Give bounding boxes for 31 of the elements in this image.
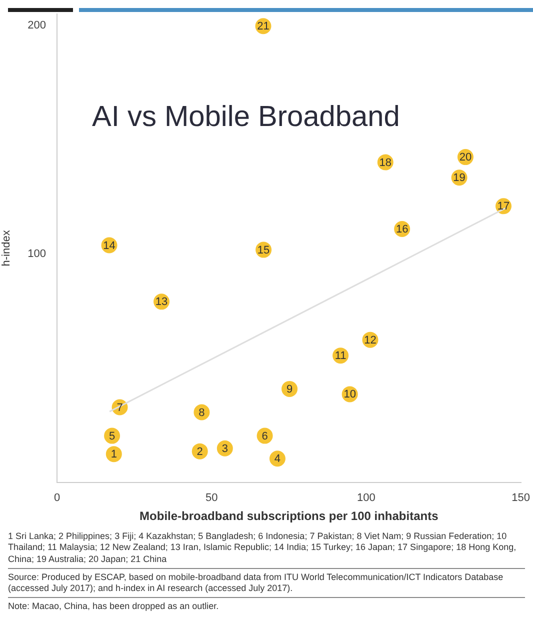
y-tick-label: 200 bbox=[28, 19, 46, 32]
annotation: 12 bbox=[364, 334, 376, 346]
source-note: Source: Produced by ESCAP, based on mobile-broadband data from ITU World Telecommunication/ICT Indicators Database (accessed July 2017); and h-index in AI research (accessed July 2017). bbox=[8, 568, 525, 598]
annotation: 6 bbox=[262, 430, 268, 442]
annotation: 20 bbox=[459, 152, 472, 164]
annotation: 16 bbox=[396, 224, 408, 236]
annotation: 21 bbox=[257, 20, 270, 33]
annotation: 5 bbox=[108, 430, 116, 442]
annotation: 9 bbox=[286, 383, 293, 396]
x-tick-label: 0 bbox=[54, 492, 60, 504]
text: Note: Macao, China, has been dropped as an outlier. bbox=[8, 597, 525, 616]
annotation: 13 bbox=[155, 296, 168, 308]
annotation: 14 bbox=[103, 240, 116, 252]
annotation: 8 bbox=[198, 406, 205, 419]
y-axis-title: h-index bbox=[0, 230, 13, 266]
annotation: 10 bbox=[344, 388, 356, 401]
annotation: 15 bbox=[257, 244, 270, 256]
text: 1 Sri Lanka; 2 Philippines; 3 Fiji; 4 Kazakhstan; 5 Bangladesh; 6 Indonesia; 7 Pakistan; 8 Viet Nam; 9 Russian Federation; 10 Thailand; 11 Malaysia; 12 New Zealand; 13 Iran, Islamic Republic; 14 India; 15 Turkey; 16 Japan; 17 Singapore; 18 Hong Kong, China; 19 Australia; 20 Japan; 21 China bbox=[8, 530, 518, 566]
annotation: 19 bbox=[453, 172, 466, 184]
x-tick-label: 150 bbox=[512, 492, 530, 504]
annotation: 11 bbox=[334, 350, 346, 362]
annotation: 4 bbox=[274, 453, 281, 466]
x-axis-title: Mobile-broadband subscriptions per 100 inhabitants bbox=[140, 509, 439, 524]
annotation: 17 bbox=[497, 200, 510, 213]
x-tick-label: 100 bbox=[357, 492, 376, 504]
annotation: 2 bbox=[196, 446, 203, 458]
annotation: 3 bbox=[222, 442, 228, 455]
annotation: 1 bbox=[110, 448, 117, 461]
annotation: 18 bbox=[379, 156, 392, 169]
text: AI vs Mobile Broadband bbox=[92, 101, 400, 133]
x-tick-label: 50 bbox=[205, 492, 218, 504]
